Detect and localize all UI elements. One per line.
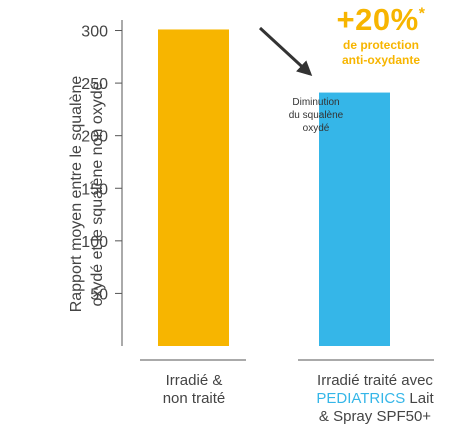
y-axis-label-line2: oxydé et le squalène non oxydé <box>89 81 106 307</box>
y-axis-label-line1: Rapport moyen entre le squalène <box>68 75 85 313</box>
highlight-value-row: +20%* <box>318 2 444 38</box>
protection-highlight: +20%* de protection anti-oxydante <box>318 2 444 68</box>
category-label-2-line2-rest: Lait <box>405 390 434 407</box>
annotation-line2: du squalène <box>288 110 344 121</box>
brand-name: PEDIATRICS <box>316 390 406 407</box>
category-label-2-line1: Irradié traité avec <box>317 372 433 389</box>
y-axis-label: Rapport moyen entre le squalène oxydé et… <box>66 14 110 374</box>
category-label-1-line1: Irradié & <box>165 372 223 389</box>
annotation-line3: oxydé <box>302 123 330 134</box>
decrease-annotation: Diminution du squalène oxydé <box>272 96 360 135</box>
y-tick-label: 150 <box>81 181 108 198</box>
bar-2 <box>319 92 390 347</box>
trend-arrow <box>258 26 313 77</box>
category-label-2-line2: PEDIATRICS Lait <box>296 390 454 408</box>
y-ticks: 50 100 150 200 250 300 <box>81 24 122 303</box>
category-label-1-line2: non traité <box>162 390 226 407</box>
category-label-1: Irradié & non traité <box>124 372 264 408</box>
highlight-value: +20% <box>336 2 419 37</box>
y-tick-label: 300 <box>81 24 108 41</box>
y-tick-label: 200 <box>81 129 108 146</box>
highlight-footnote-mark: * <box>418 5 426 23</box>
category-label-2-line3: & Spray SPF50+ <box>318 408 432 425</box>
y-tick-label: 250 <box>81 76 108 93</box>
category-label-2: Irradié traité avec PEDIATRICS Lait & Sp… <box>296 372 454 426</box>
annotation-line1: Diminution <box>292 97 340 108</box>
highlight-line1: de protection <box>342 38 419 52</box>
highlight-line2: anti-oxydante <box>341 53 420 67</box>
y-tick-label: 100 <box>81 234 108 251</box>
bar-1 <box>158 29 229 347</box>
bars <box>158 29 390 347</box>
y-tick-label: 50 <box>90 286 108 303</box>
